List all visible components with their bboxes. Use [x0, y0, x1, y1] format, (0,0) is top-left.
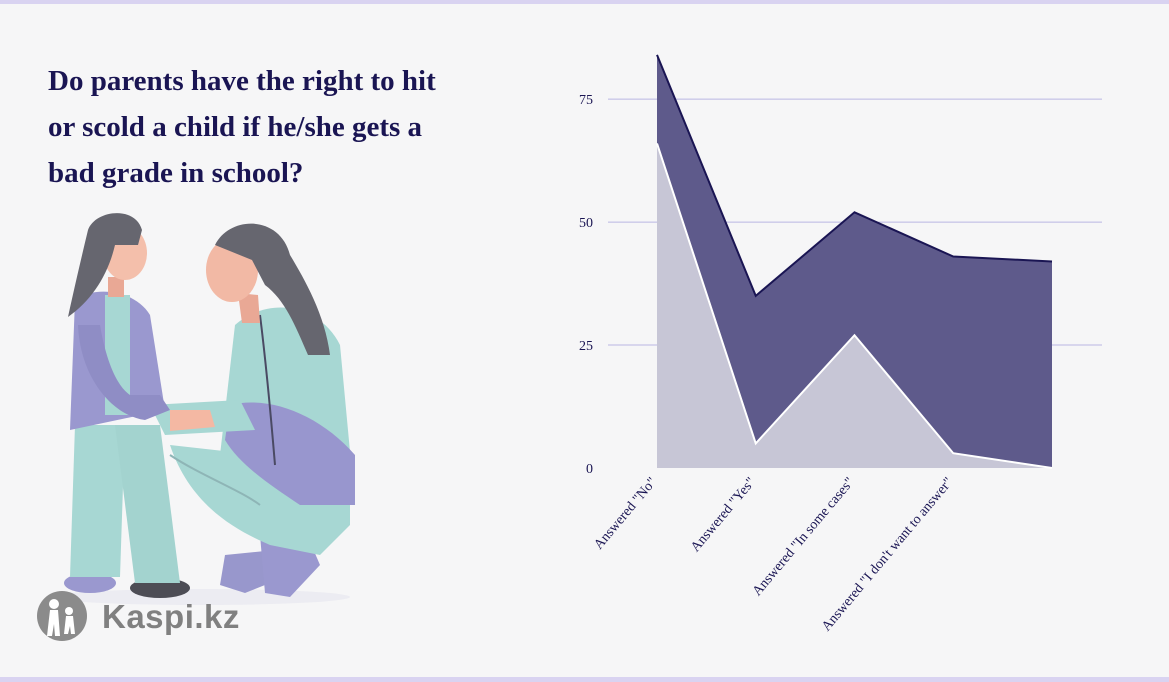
brand-name: Kaspi.kz: [102, 598, 240, 635]
x-tick-label: Answered "In some cases": [750, 475, 858, 599]
family-logo-icon: [37, 591, 87, 641]
series-area-bottom: [657, 143, 1052, 468]
x-tick-label: Answered "Yes": [688, 475, 759, 555]
x-tick-label: Answered "No": [591, 475, 660, 553]
top-border: [0, 0, 1169, 4]
series-line-top: [656, 54, 1053, 298]
y-tick-label: 50: [579, 216, 593, 231]
brand-watermark: Kaspi.kz: [36, 590, 276, 646]
area-chart: 0 25 50 75 Answered "No" Answered "Yes"Answe…: [579, 54, 1102, 634]
y-tick-label: 0: [586, 462, 593, 477]
series-area-top: [657, 54, 1052, 468]
page-title: Do parents have the right to hit or scol…: [48, 65, 436, 189]
mother-and-daughter-illustration: [50, 213, 355, 605]
y-tick-label: 75: [579, 93, 593, 108]
series-line-bottom: [656, 143, 1053, 469]
y-tick-label: 25: [579, 339, 593, 354]
y-tick-labels: 0 25 50 75: [579, 93, 593, 477]
chart-areas: [656, 54, 1053, 469]
x-tick-labels: Answered "No" Answered "Yes"Answered "In …: [591, 475, 956, 634]
bottom-border: [0, 677, 1169, 682]
